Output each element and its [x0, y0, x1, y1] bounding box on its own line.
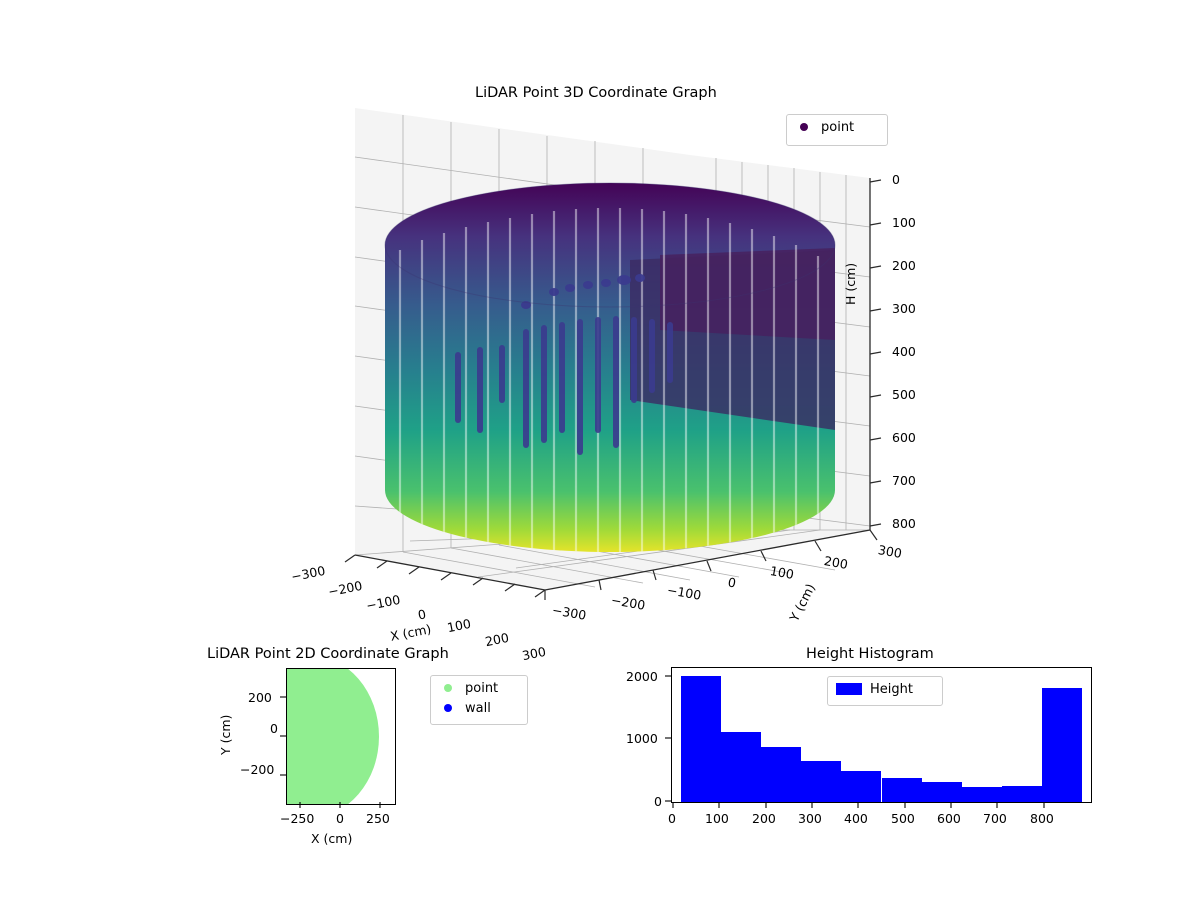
height-patch-icon	[834, 683, 864, 695]
plot3d-axes[interactable]: 0 100 200 300 400 500 600 700 800 H (cm)…	[290, 100, 916, 663]
histogram-xtick-marks	[672, 802, 1045, 808]
plot3d-zlabel: H (cm)	[843, 262, 858, 305]
legend-label: Height	[870, 681, 913, 697]
histogram-bar	[761, 747, 802, 802]
plot3d-ztick-8: 800	[892, 516, 916, 531]
plot3d-title: LiDAR Point 3D Coordinate Graph	[475, 85, 717, 101]
legend-item-wall[interactable]: wall	[437, 698, 521, 718]
legend-item-height[interactable]: Height	[834, 679, 936, 699]
plot3d-ztick-6: 600	[892, 430, 916, 445]
histogram-bar	[801, 760, 842, 802]
plot3d-xtick-0: −300	[289, 562, 327, 585]
plot3d-canvas	[344, 108, 882, 600]
histogram-xtick-1: 100	[705, 811, 729, 826]
plot3d-ztick-1: 100	[892, 215, 916, 230]
legend-label: wall	[465, 700, 491, 716]
plot3d-xtick-3: 0	[416, 606, 428, 623]
plot3d-ztick-7: 700	[892, 473, 916, 488]
histogram-bar	[721, 731, 762, 802]
axis-y-ticks	[544, 529, 878, 600]
histogram-title: Height Histogram	[806, 646, 934, 662]
point-cloud-2d	[287, 669, 379, 804]
histogram-ytick-1: 1000	[626, 731, 658, 746]
plot2d-xtick-1: 0	[336, 811, 344, 826]
legend-label: point	[465, 680, 499, 696]
histogram-ytick-0: 0	[654, 794, 662, 809]
histogram-legend[interactable]: Height	[827, 676, 943, 706]
plot3d-xtick-5: 200	[483, 629, 511, 650]
plot2d-legend[interactable]: point wall	[430, 675, 528, 725]
histogram-bar	[681, 675, 722, 802]
plot2d-xtick-2: 250	[366, 811, 390, 826]
point-marker-icon	[793, 123, 815, 131]
histogram-bar	[921, 781, 962, 802]
plot3d-ztick-2: 200	[892, 258, 916, 273]
histogram-bar	[1041, 687, 1082, 802]
plot2d-ytick-0: 200	[248, 690, 272, 705]
plot2d-ytick-2: −200	[240, 762, 275, 777]
point-marker-icon	[437, 684, 459, 692]
histogram-xtick-5: 500	[891, 811, 915, 826]
legend-item-point[interactable]: point	[793, 117, 881, 137]
histogram-xtick-4: 400	[844, 811, 868, 826]
axis-x-ticks	[344, 554, 546, 598]
histogram-xtick-7: 700	[983, 811, 1007, 826]
plot3d-xlabel: X (cm)	[388, 621, 433, 644]
point-cloud-3d	[385, 183, 835, 552]
plot3d-ztick-5: 500	[892, 387, 916, 402]
histogram-bar	[881, 777, 922, 802]
histogram-ytick-2: 2000	[626, 669, 658, 684]
legend-label: point	[821, 119, 855, 135]
plot3d-ztick-0: 0	[892, 172, 900, 187]
pane-floor	[355, 530, 870, 590]
histogram-xtick-0: 0	[668, 811, 676, 826]
histogram-bar	[1001, 786, 1042, 802]
axis-z-ticks	[869, 179, 882, 527]
plot2d-axes[interactable]	[286, 668, 396, 805]
plot3d-legend[interactable]: point	[786, 114, 888, 146]
plot2d-ytick-marks	[280, 696, 286, 776]
plot2d-ylabel: Y (cm)	[218, 714, 233, 755]
plot2d-xlabel: X (cm)	[311, 831, 353, 846]
plot3d-xtick-6: 300	[520, 643, 548, 664]
histogram-bar	[961, 787, 1002, 802]
histogram-xtick-6: 600	[937, 811, 961, 826]
wall-marker-icon	[437, 704, 459, 712]
plot3d-ztick-4: 400	[892, 344, 916, 359]
histogram-xtick-2: 200	[752, 811, 776, 826]
histogram-xtick-3: 300	[798, 811, 822, 826]
plot3d-ztick-3: 300	[892, 301, 916, 316]
histogram-xtick-8: 800	[1030, 811, 1054, 826]
plot2d-xtick-0: −250	[280, 811, 315, 826]
plot2d-xtick-marks	[299, 802, 381, 808]
histogram-bars	[672, 668, 1091, 802]
plot3d-xtick-4: 100	[445, 615, 473, 636]
cylinder-rim	[384, 182, 836, 308]
histogram-bar	[841, 770, 882, 802]
histogram-ytick-marks	[665, 675, 671, 802]
plot2d-title: LiDAR Point 2D Coordinate Graph	[207, 646, 449, 662]
plot2d-ytick-1: 0	[270, 721, 278, 736]
legend-item-point[interactable]: point	[437, 678, 521, 698]
plot3d-ytick-0: −300	[550, 602, 588, 623]
